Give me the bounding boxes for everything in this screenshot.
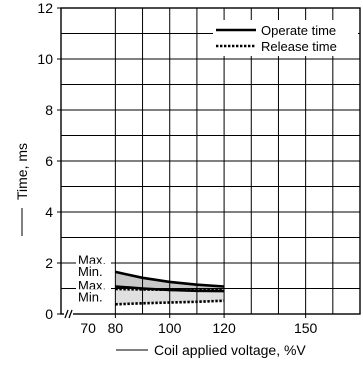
y-tick-label: 2 — [45, 255, 53, 271]
y-tick-label: 12 — [37, 0, 53, 16]
x-tick-label: 150 — [294, 320, 318, 336]
operate-max-line — [115, 270, 225, 288]
release-max-line — [115, 287, 225, 292]
y-axis-label: Time, ms — [14, 143, 30, 200]
legend-label-release: Release time — [261, 39, 337, 54]
y-tick-label: 8 — [45, 102, 53, 118]
legend-label-operate: Operate time — [261, 23, 336, 38]
x-axis-label: Coil applied voltage, %V — [154, 342, 306, 358]
axes-layer — [57, 7, 361, 319]
band-label-bg — [76, 277, 111, 292]
axis-break-mark — [68, 309, 73, 319]
band-label-max: Max. — [78, 252, 106, 267]
y-tick-label: 0 — [45, 306, 53, 322]
x-tick-label: 100 — [158, 320, 182, 336]
band-label-bg — [76, 263, 111, 278]
band-label-max: Max. — [78, 278, 106, 293]
series-lines-layer — [115, 270, 225, 306]
x-tick-label: 80 — [108, 320, 124, 336]
x-tick-label: 70 — [80, 320, 96, 336]
release-min-line — [115, 299, 225, 306]
y-tick-label: 10 — [37, 51, 53, 67]
legend-box — [213, 20, 358, 56]
axis-break-gap — [64, 310, 73, 319]
band-label-bg — [76, 289, 111, 304]
text-layer: 0 2 4 6 8 10 12 70 80 100 120 150 Coil applied volta… — [14, 0, 318, 358]
band-label-min: Min. — [78, 289, 103, 304]
y-tick-label: 4 — [45, 204, 53, 220]
axis-break-mark — [64, 309, 69, 319]
y-tick-label: 6 — [45, 153, 53, 169]
band-label-min: Min. — [78, 264, 103, 279]
band-label-bg — [76, 252, 111, 267]
x-tick-label: 120 — [212, 320, 236, 336]
